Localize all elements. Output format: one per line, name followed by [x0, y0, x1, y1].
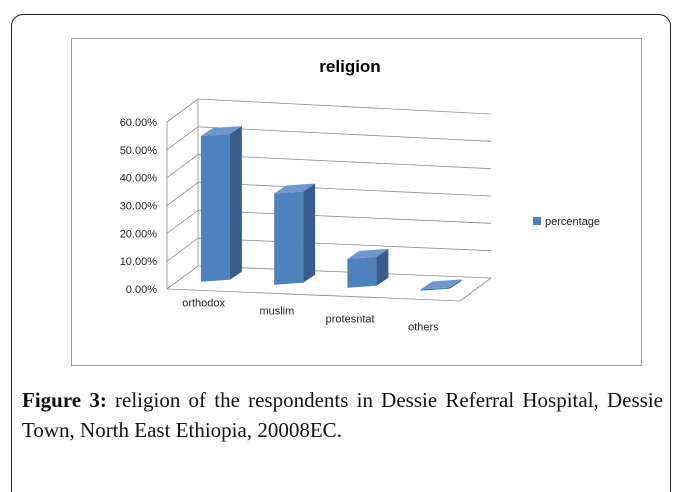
bar-side: [229, 125, 242, 280]
gridline-side: [166, 210, 199, 234]
figure-frame: [11, 14, 671, 492]
axes: [166, 99, 492, 302]
y-tick-label: 10.00%: [120, 256, 158, 268]
bar-top: [200, 125, 242, 136]
gridline-side: [166, 126, 199, 151]
legend: percentage: [533, 216, 600, 228]
x-tick-labels: orthodox muslim protesntat others: [182, 298, 439, 334]
bar-side: [449, 279, 462, 289]
bar-protesntat: [347, 248, 389, 288]
y-tick-label: 40.00%: [120, 173, 158, 185]
figure-caption-text: religion of the respondents in Dessie Re…: [22, 388, 663, 442]
bar-front: [347, 256, 377, 288]
gridline-side: [166, 182, 199, 206]
gridline: [197, 265, 492, 279]
floor-edge: [459, 277, 492, 302]
x-tick-label: muslim: [259, 306, 294, 318]
bar-front: [200, 133, 230, 282]
chart-area: [71, 38, 642, 366]
gridline-side: [166, 154, 199, 178]
bar-side: [376, 248, 389, 286]
gridline: [197, 154, 492, 170]
bar-side: [303, 183, 316, 283]
gridline-side: [166, 98, 199, 123]
y-tick-label: 20.00%: [120, 228, 158, 240]
bar-others: [420, 279, 462, 291]
y-tick-label: 60.00%: [120, 117, 158, 129]
gridlines: [166, 98, 492, 290]
legend-label: percentage: [545, 216, 600, 228]
x-tick-label: protesntat: [326, 314, 375, 326]
x-tick-label: orthodox: [182, 298, 225, 310]
gridline: [197, 98, 492, 115]
y-tick-label: 0.00%: [126, 284, 157, 296]
gridline: [197, 237, 492, 252]
gridline: [197, 182, 492, 197]
y-tick-labels: 0.00% 10.00% 20.00% 30.00% 40.00% 50.00% 60.00…: [120, 117, 158, 296]
bar-top: [347, 248, 389, 259]
gridline-side: [166, 237, 199, 262]
bars: [200, 125, 462, 291]
gridline-side: [166, 265, 199, 290]
gridline: [197, 126, 492, 142]
chart-title: religion: [319, 57, 380, 76]
figure-label: Figure 3:: [22, 388, 107, 412]
gridline: [197, 209, 492, 224]
figure-caption: Figure 3: religion of the respondents in…: [22, 385, 663, 445]
legend-swatch: [533, 217, 541, 225]
chart-svg: religion 0.00% 10.00% 20.00% 30.00% 40.00% 50…: [120, 57, 600, 334]
x-axis: [166, 288, 461, 302]
x-tick-label: others: [408, 322, 439, 334]
bar-muslim: [274, 183, 316, 285]
bar-front: [274, 191, 304, 285]
bar-top: [420, 279, 462, 290]
bar-top: [274, 183, 316, 194]
y-tick-label: 30.00%: [120, 201, 158, 213]
y-tick-label: 50.00%: [120, 145, 158, 157]
bar-orthodox: [200, 125, 242, 282]
bar-front: [420, 287, 450, 291]
